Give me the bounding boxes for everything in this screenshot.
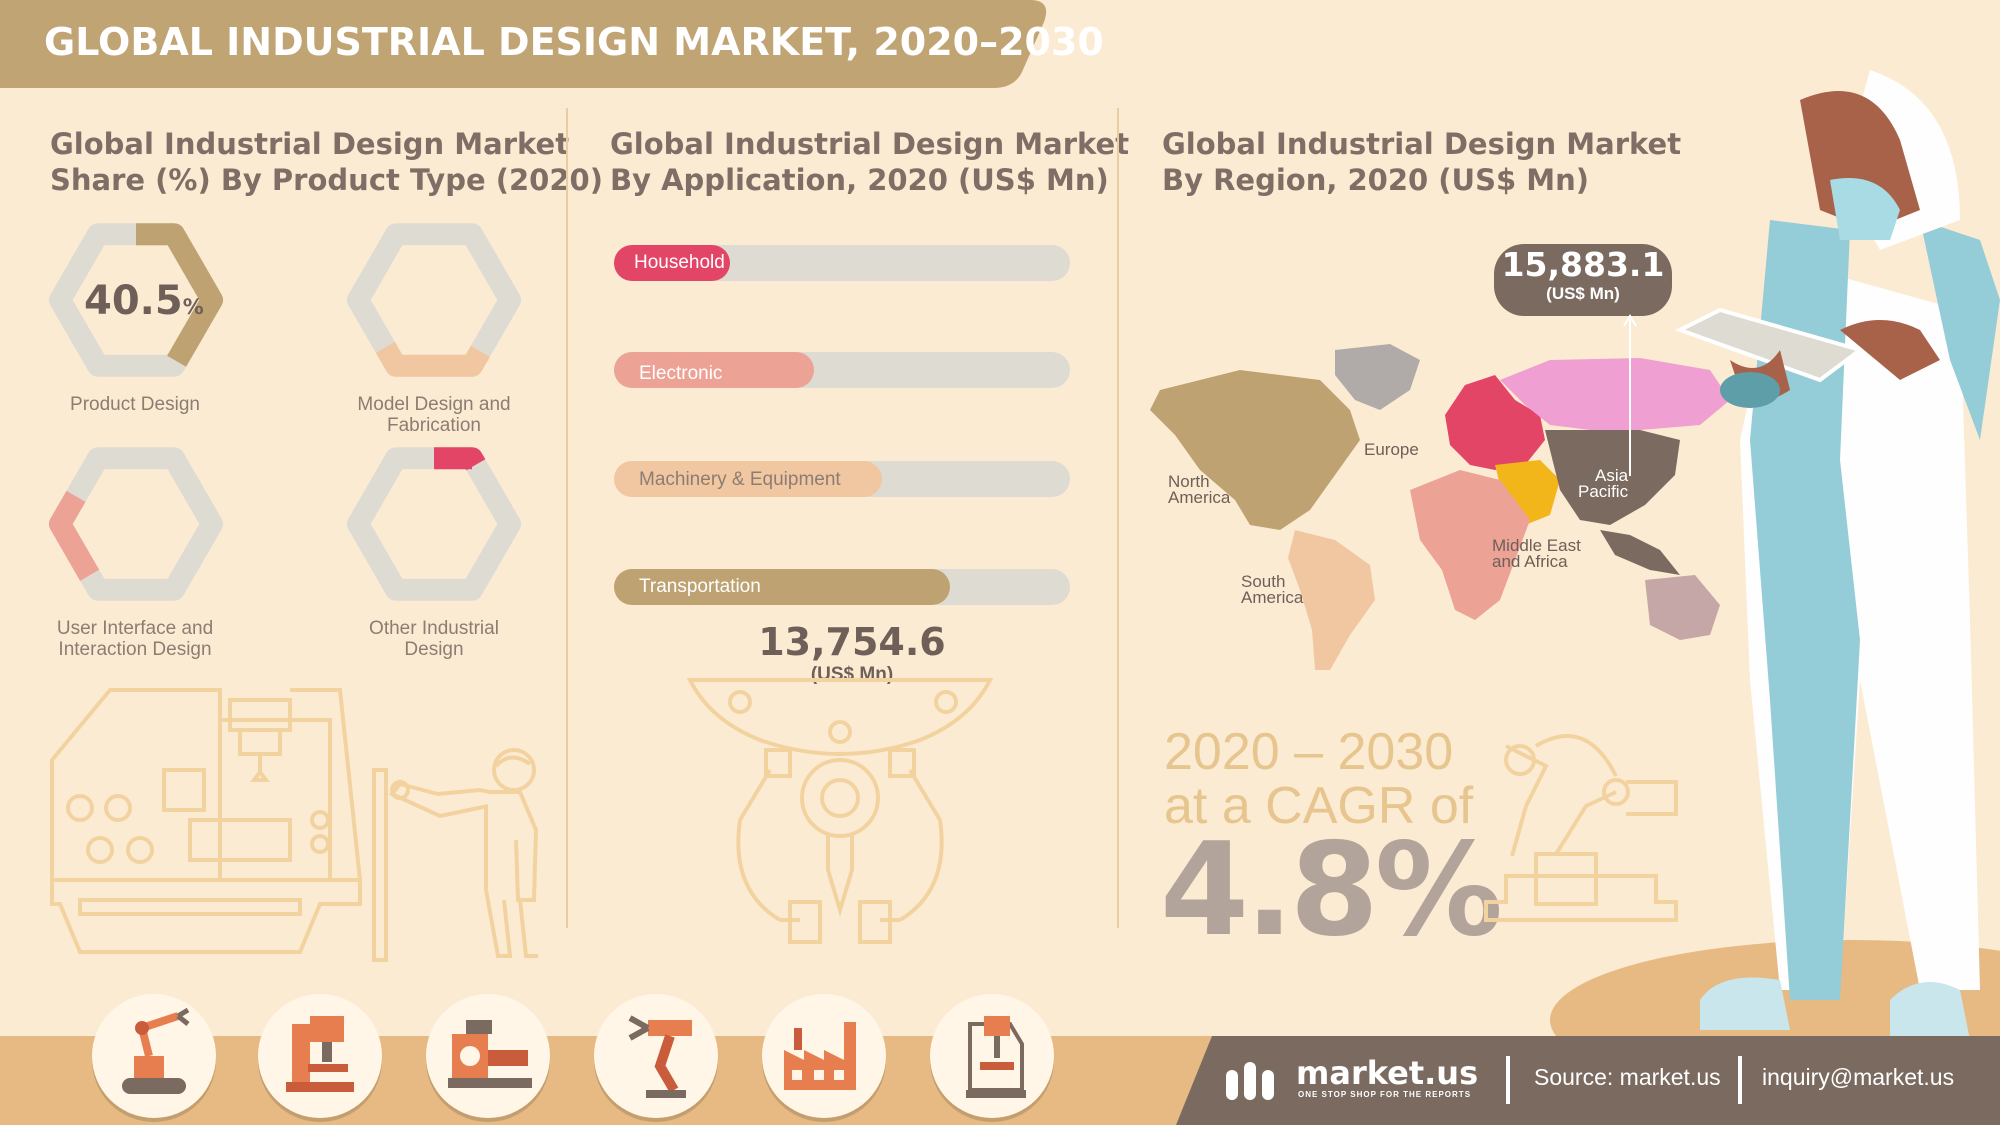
region-callout-pointer: [1494, 244, 1672, 476]
robot-arm-icon: [92, 994, 216, 1118]
product-design-share-value: 40.5%: [84, 278, 204, 324]
divider-2: [1117, 108, 1119, 928]
worker-illustration: [1550, 70, 2000, 1050]
map-north-asia: [1500, 358, 1730, 430]
bar-label-transportation: Transportation: [639, 576, 761, 597]
footer-tagline: ONE STOP SHOP FOR THE REPORTS: [1298, 1090, 1472, 1099]
application-section-title: Global Industrial Design Market By Appli…: [610, 127, 1130, 197]
bar-track-0: [614, 245, 1070, 281]
region-label-asia-pacific: Asia Pacific: [1578, 466, 1629, 501]
machine-illustration: [50, 688, 539, 962]
region-label-north-america: North America: [1168, 472, 1231, 507]
robotic-gripper-icon: [594, 994, 718, 1118]
map-south-america: [1288, 530, 1375, 670]
region-world-map: [1150, 344, 1730, 670]
map-asia-pacific: [1545, 430, 1680, 525]
hex-label-product-design: Product Design: [70, 394, 200, 415]
footer-brand: market.us: [1296, 1054, 1479, 1092]
map-europe: [1445, 375, 1545, 470]
application-bar-chart: [614, 245, 1070, 605]
region-highlight-value: 15,883.1 (US$ Mn): [1501, 245, 1665, 304]
hex-label-model-design: Model Design and Fabrication: [357, 394, 511, 436]
hex-track-2: [49, 447, 223, 601]
hex-label-ui-design: User Interface and Interaction Design: [56, 618, 214, 660]
title-banner: [0, 0, 1047, 88]
gripper-illustration: [686, 678, 994, 944]
footer-separator-1: [1506, 1056, 1510, 1104]
bar-3: [614, 569, 950, 605]
product-section-title: Global Industrial Design Market Share (%…: [50, 127, 603, 197]
cagr-caption: at a CAGR of: [1164, 777, 1474, 835]
region-section-title: Global Industrial Design Market By Regio…: [1162, 127, 1682, 197]
map-africa: [1410, 470, 1530, 620]
market-us-logo-icon: [1226, 1062, 1274, 1100]
footer-email[interactable]: inquiry@market.us: [1762, 1064, 1955, 1090]
bar-label-electronic: Electronic: [639, 363, 723, 384]
footer-source: Source: market.us: [1534, 1064, 1721, 1090]
hex-share-segment-0: [49, 223, 223, 377]
footer-separator-2: [1738, 1056, 1742, 1104]
milling-machine-icon: [258, 994, 382, 1118]
factory-icon: [762, 994, 886, 1118]
bar-2: [614, 461, 882, 497]
region-label-mea: Middle East and Africa: [1492, 536, 1581, 571]
drill-press-icon: [930, 994, 1054, 1118]
bar-label-machinery: Machinery & Equipment: [639, 469, 841, 490]
map-australia: [1645, 575, 1720, 640]
bar-0: [614, 245, 730, 281]
product-share-chart: [49, 223, 521, 601]
footer-brand-panel: [1176, 1036, 2000, 1125]
hex-label-other-design: Other Industrial Design: [369, 618, 499, 660]
bar-1: [614, 352, 814, 388]
divider-1: [566, 108, 568, 928]
region-label-south-america: South America: [1241, 572, 1304, 607]
page-title: GLOBAL INDUSTRIAL DESIGN MARKET, 2020–20…: [44, 20, 1104, 64]
lathe-icon: [426, 994, 550, 1118]
robot-arm-illustration: [1484, 734, 1678, 922]
map-se-asia: [1600, 530, 1680, 575]
hex-track-3: [347, 447, 521, 601]
map-greenland: [1335, 344, 1420, 410]
hex-share-segment-1: [347, 223, 521, 377]
bar-label-household: Household: [634, 252, 725, 273]
cagr-value: 4.8%: [1160, 816, 1503, 965]
region-label-europe: Europe: [1364, 440, 1419, 459]
map-north-america: [1150, 370, 1360, 530]
cagr-period: 2020 – 2030: [1164, 723, 1454, 781]
